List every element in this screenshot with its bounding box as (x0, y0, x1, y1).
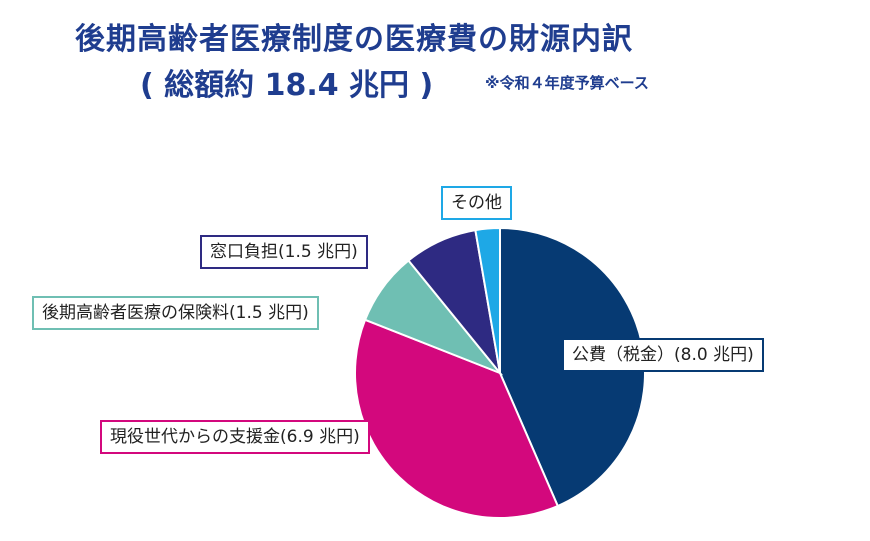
slice-label-other: その他 (441, 186, 512, 220)
chart-subtitle-total: ( 総額約 18.4 兆円 ) (140, 68, 434, 103)
slice-label-public-funds: 公費（税金）(8.0 兆円) (562, 338, 764, 372)
slice-support-from-working-generation (354, 318, 560, 519)
slice-label-copayments: 窓口負担(1.5 兆円) (200, 235, 368, 269)
slice-label-elderly-premiums: 後期高齢者医療の保険料(1.5 兆円) (32, 296, 319, 330)
chart-note: ※令和４年度予算ベース (485, 74, 649, 92)
chart-title: 後期高齢者医療制度の医療費の財源内訳 (75, 22, 633, 57)
slice-other (474, 226, 501, 374)
slice-label-support-from-working-generation: 現役世代からの支援金(6.9 兆円) (100, 420, 370, 454)
